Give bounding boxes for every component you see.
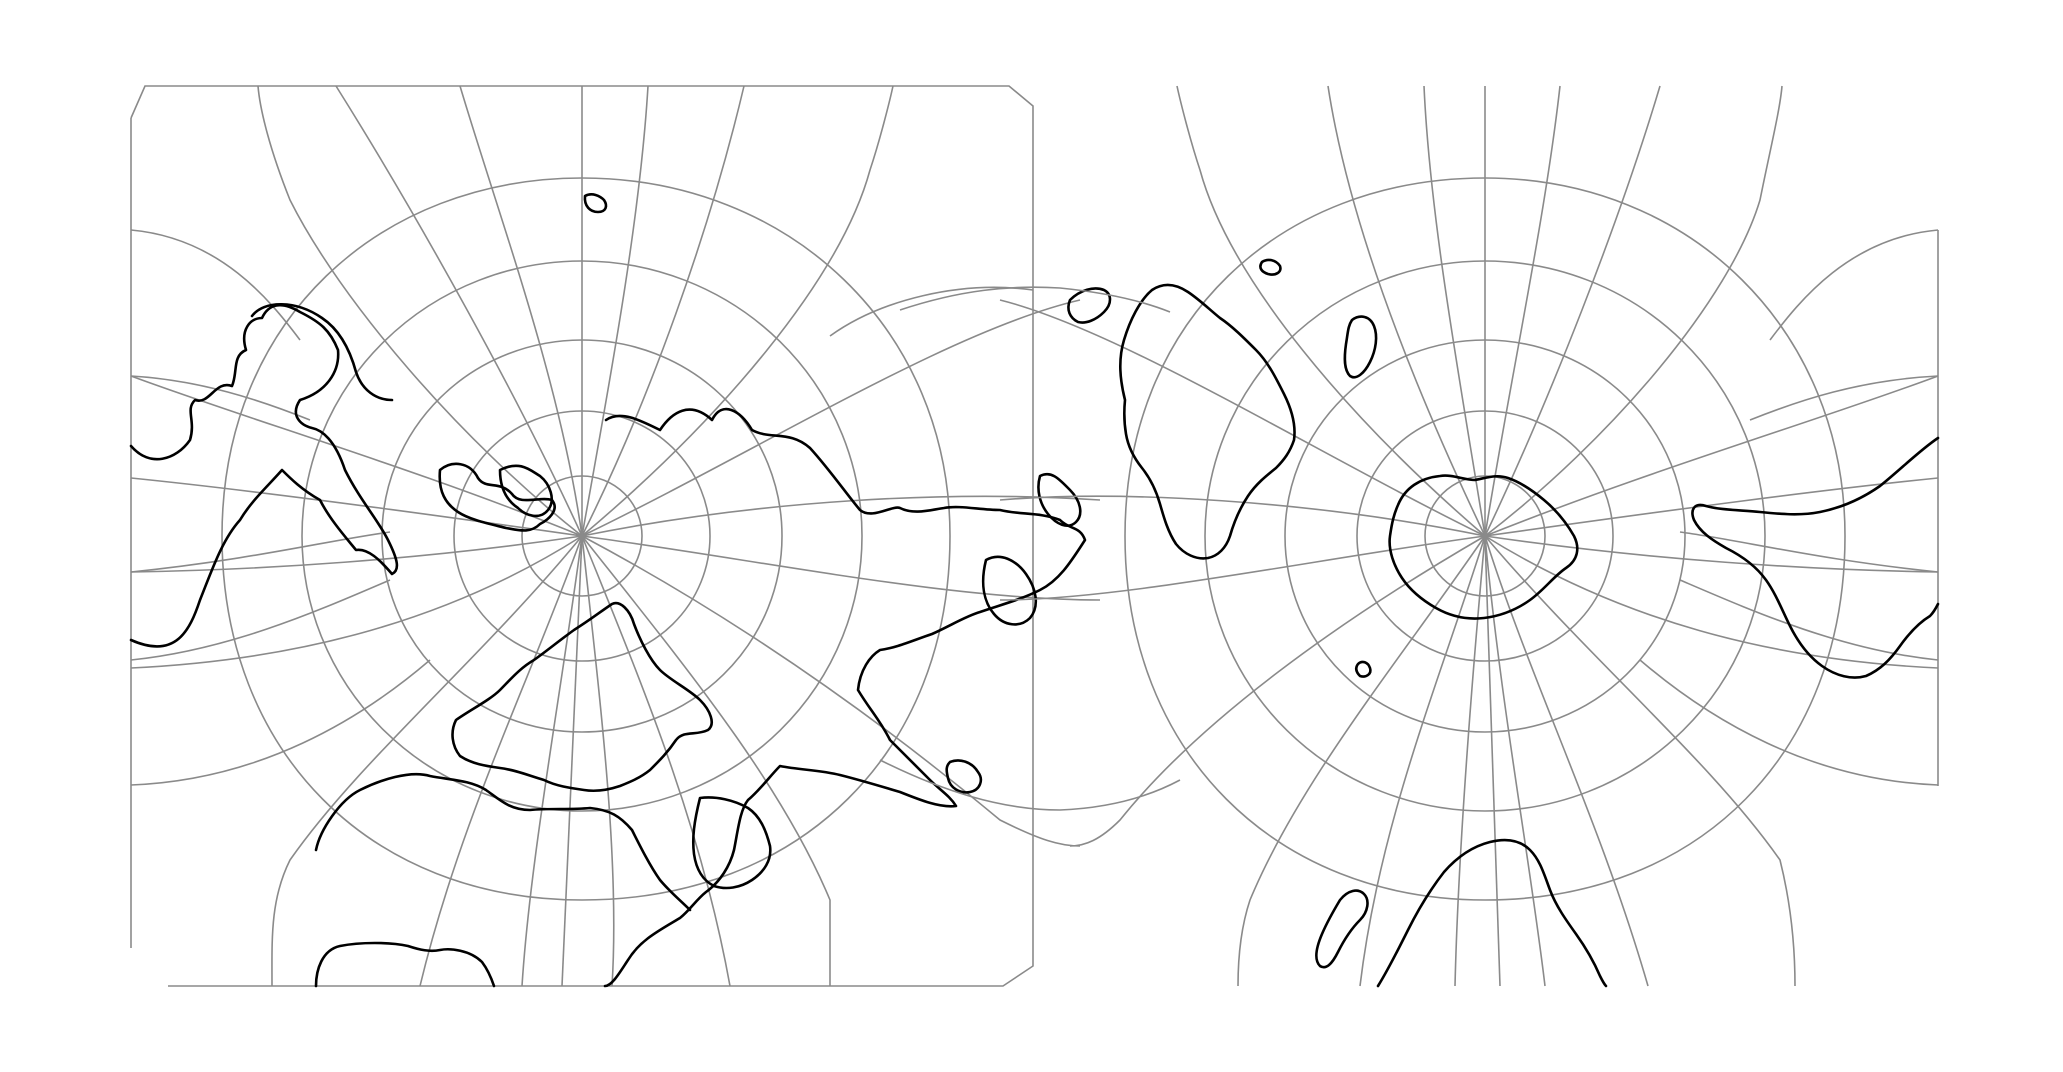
south-meridian — [1484, 85, 1661, 537]
north-meridian — [581, 85, 894, 537]
north-meridian — [581, 299, 1081, 537]
south-meridian — [1484, 535, 1546, 987]
south-meridian — [1484, 535, 1796, 987]
north-pole-marker — [580, 534, 584, 538]
north-meridian — [419, 535, 583, 987]
coastline-alaska-arc — [250, 302, 394, 402]
bridge-parallel — [899, 286, 1171, 313]
coastline-africa — [314, 941, 496, 988]
south-meridian — [1237, 535, 1486, 987]
coastline-eurasia — [603, 407, 1087, 988]
coastline-iceland — [583, 193, 608, 214]
coastline-japan-islands — [1037, 472, 1082, 527]
south-meridian — [1484, 535, 1501, 987]
central-bridge-graticule — [879, 286, 1181, 811]
north-meridian — [130, 535, 583, 669]
north-meridian — [521, 535, 583, 987]
coastline-west-africa — [314, 772, 692, 912]
coastline-australia — [1376, 838, 1608, 988]
north-meridian — [271, 535, 583, 987]
south-pole-marker — [1483, 534, 1487, 538]
north-meridian — [581, 535, 615, 987]
north-coastlines — [129, 193, 1087, 988]
south-meridian — [1454, 535, 1486, 987]
north-meridian — [561, 535, 583, 987]
south-lobe — [999, 85, 1940, 988]
north-meridian — [581, 85, 649, 537]
south-meridian — [1484, 535, 1939, 573]
north-meridian — [581, 535, 731, 987]
south-meridian — [1176, 85, 1486, 537]
north-lobe-frame — [130, 85, 1034, 987]
coastline-europe — [451, 601, 713, 793]
coastline-small-islands — [1259, 258, 1282, 276]
south-meridian — [999, 299, 1486, 537]
south-meridian — [1069, 535, 1486, 847]
north-meridian — [581, 495, 1101, 537]
south-meridian — [1484, 535, 1939, 669]
coastline-southern-island — [1354, 660, 1372, 678]
coastline-africa-south — [1691, 436, 1940, 679]
south-meridian — [1359, 535, 1486, 987]
south-meridian — [1484, 535, 1649, 987]
coastline-north-america — [129, 303, 399, 648]
south-meridian — [999, 495, 1486, 537]
coastline-antarctica — [1388, 474, 1579, 620]
coastline-greenland-south — [1343, 315, 1378, 379]
south-graticule-meridians — [999, 85, 1939, 987]
bridge-parallel — [879, 759, 1181, 811]
north-meridian — [130, 477, 583, 537]
south-meridian — [1484, 477, 1939, 537]
north-meridian — [257, 85, 583, 537]
north-meridian — [130, 535, 583, 573]
coastline-new-zealand — [1315, 889, 1369, 969]
north-meridian — [581, 85, 745, 537]
north-meridian — [130, 375, 583, 537]
coastline-southeast-asia — [981, 555, 1038, 626]
north-parallel-20 — [130, 375, 431, 786]
coastline-south-america — [1119, 283, 1296, 560]
south-meridian — [999, 535, 1486, 601]
south-meridian — [1423, 85, 1486, 537]
coastline-south-america-west — [1067, 287, 1112, 324]
south-meridian — [1484, 85, 1783, 537]
north-graticule-meridians — [130, 85, 1101, 987]
south-graticule-parallels — [1124, 177, 1939, 901]
north-meridian — [335, 85, 583, 537]
south-meridian — [1484, 85, 1561, 537]
south-parallel-40 — [1124, 177, 1846, 901]
north-parallel-40 — [221, 177, 951, 901]
north-meridian — [581, 535, 1081, 847]
north-lobe — [129, 85, 1101, 988]
coastline-australia-east — [945, 759, 983, 794]
south-parallel-30 — [1639, 229, 1939, 786]
north-meridian — [581, 535, 831, 986]
south-coastlines — [1067, 258, 1940, 988]
coastline-greenland — [498, 464, 553, 518]
coastline-arctic-islands — [438, 462, 556, 532]
south-meridian — [1484, 375, 1939, 537]
south-meridian — [1327, 85, 1486, 537]
coastline-india-arabia — [691, 796, 772, 890]
north-meridian — [459, 85, 583, 537]
